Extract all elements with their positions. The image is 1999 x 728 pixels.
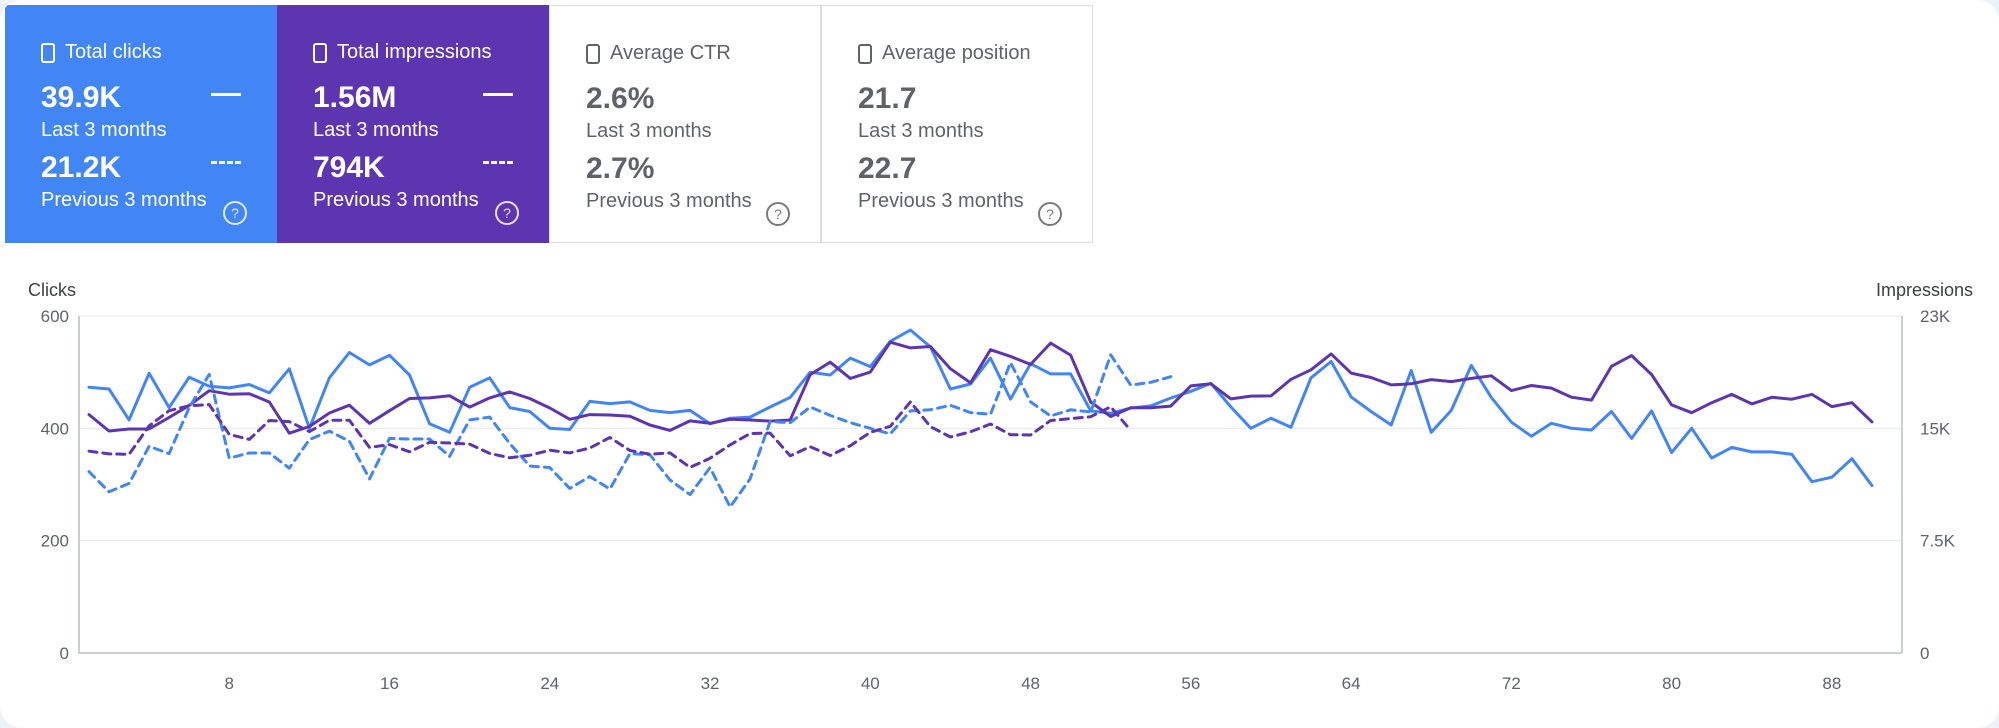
metric-title: Average CTR — [610, 42, 731, 64]
x-tick-label: 64 — [1342, 674, 1361, 693]
current-period-label: Last 3 months — [313, 119, 439, 141]
y2-tick-label: 0 — [1920, 644, 1929, 663]
previous-period-label: Previous 3 months — [41, 189, 207, 211]
checkbox-icon[interactable] — [858, 43, 872, 64]
series-line-2 — [87, 353, 1173, 509]
series-line-0 — [87, 328, 1874, 488]
y-tick-label: 400 — [41, 419, 69, 438]
previous-period-label: Previous 3 months — [586, 190, 752, 212]
current-period-label: Last 3 months — [586, 120, 712, 142]
metric-card-header: Average position — [858, 42, 1031, 65]
previous-value: 22.7 — [858, 152, 917, 185]
previous-period-label: Previous 3 months — [313, 189, 479, 211]
dashed-line-legend-icon — [483, 161, 513, 164]
y-tick-label: 600 — [41, 307, 69, 326]
x-tick-label: 24 — [540, 674, 559, 693]
x-tick-label: 40 — [861, 674, 880, 693]
y2-tick-label: 15K — [1920, 419, 1951, 438]
y-axis-right-ticks: 0 7.5K 15K 23K — [1920, 307, 1956, 663]
series-lines — [87, 328, 1874, 509]
metric-title: Average position — [882, 42, 1031, 64]
x-tick-label: 32 — [701, 674, 720, 693]
metric-card-header: Total impressions — [313, 41, 492, 64]
current-value: 1.56M — [313, 81, 397, 114]
y-axis-left-title: Clicks — [28, 280, 76, 300]
dashed-line-legend-icon — [211, 161, 241, 164]
y2-tick-label: 23K — [1920, 307, 1951, 326]
current-value: 21.7 — [858, 82, 917, 115]
previous-value: 794K — [313, 151, 385, 184]
metric-card-header: Total clicks — [41, 41, 162, 64]
x-tick-label: 80 — [1662, 674, 1681, 693]
metric-card-total-clicks[interactable]: Total clicks 39.9K Last 3 months 21.2K P… — [5, 5, 277, 243]
metric-card-average-ctr[interactable]: Average CTR 2.6% Last 3 months 2.7% Prev… — [549, 5, 821, 243]
metric-title: Total impressions — [337, 41, 492, 63]
x-tick-label: 8 — [225, 674, 234, 693]
help-icon[interactable]: ? — [1038, 202, 1062, 226]
previous-period-label: Previous 3 months — [858, 190, 1024, 212]
metric-card-total-impressions[interactable]: Total impressions 1.56M Last 3 months 79… — [277, 5, 549, 243]
checkbox-icon[interactable] — [41, 42, 55, 63]
metric-card-average-position[interactable]: Average position 21.7 Last 3 months 22.7… — [821, 5, 1093, 243]
current-value: 39.9K — [41, 81, 122, 114]
series-line-1 — [87, 340, 1874, 435]
solid-line-legend-icon — [483, 93, 513, 96]
y-axis-left-ticks: 0 200 400 600 — [41, 307, 69, 663]
metric-cards: Total clicks 39.9K Last 3 months 21.2K P… — [5, 5, 1093, 243]
checkbox-icon[interactable] — [586, 43, 600, 64]
help-icon[interactable]: ? — [223, 201, 247, 225]
x-tick-label: 72 — [1502, 674, 1521, 693]
x-tick-label: 56 — [1181, 674, 1200, 693]
current-period-label: Last 3 months — [41, 119, 167, 141]
metric-card-header: Average CTR — [586, 42, 731, 65]
performance-line-chart[interactable]: Clicks Impressions 0 200 400 600 0 7.5K 15K 23… — [0, 270, 1999, 720]
x-tick-label: 16 — [380, 674, 399, 693]
series-line-3 — [87, 400, 1133, 469]
y-tick-label: 0 — [60, 644, 69, 663]
current-period-label: Last 3 months — [858, 120, 984, 142]
metric-title: Total clicks — [65, 41, 162, 63]
help-icon[interactable]: ? — [766, 202, 790, 226]
checkbox-icon[interactable] — [313, 42, 327, 63]
gridlines — [78, 315, 1903, 654]
y-tick-label: 200 — [41, 532, 69, 551]
help-icon[interactable]: ? — [495, 201, 519, 225]
y2-tick-label: 7.5K — [1920, 532, 1956, 551]
previous-value: 2.7% — [586, 152, 655, 185]
previous-value: 21.2K — [41, 151, 122, 184]
current-value: 2.6% — [586, 82, 655, 115]
x-tick-label: 48 — [1021, 674, 1040, 693]
x-axis-ticks: 8 16 24 32 40 48 56 64 72 80 88 — [225, 674, 1842, 693]
x-tick-label: 88 — [1822, 674, 1841, 693]
y-axis-right-title: Impressions — [1876, 280, 1973, 300]
solid-line-legend-icon — [211, 93, 241, 96]
